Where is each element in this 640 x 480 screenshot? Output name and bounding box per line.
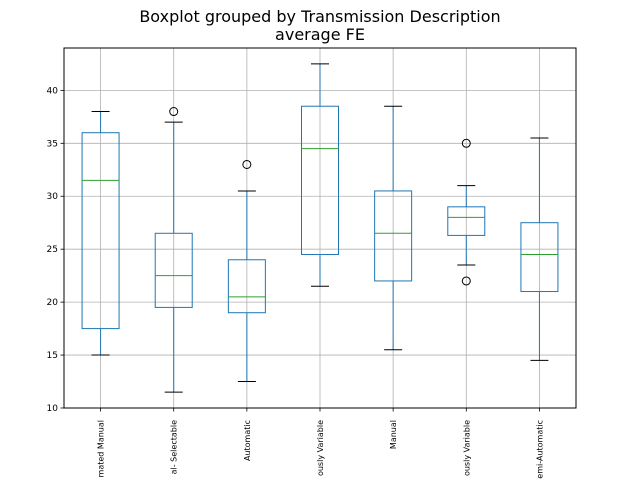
box-body bbox=[301, 105, 339, 255]
x-axis: mated Manual al- Selectable Automatic ously… bbox=[97, 408, 544, 479]
box-body bbox=[447, 206, 486, 236]
chart-title: Boxplot grouped by Transmission Descript… bbox=[139, 7, 500, 26]
box-5 bbox=[374, 105, 413, 351]
box-7 bbox=[520, 137, 559, 361]
x-tick-label: al- Selectable bbox=[170, 420, 179, 474]
box-body bbox=[520, 222, 559, 293]
chart-subtitle: average FE bbox=[275, 25, 365, 44]
y-tick-label: 25 bbox=[47, 245, 58, 255]
y-tick-label: 35 bbox=[47, 139, 58, 149]
y-tick-label: 10 bbox=[47, 404, 59, 414]
x-tick-label: ously Variable bbox=[462, 420, 471, 476]
outlier-point bbox=[242, 159, 252, 169]
x-tick-label: Manual bbox=[389, 420, 398, 449]
box-2 bbox=[154, 107, 193, 393]
x-tick-label: emi-Automatic bbox=[535, 420, 544, 479]
x-tick-label: ously Variable bbox=[316, 420, 325, 476]
y-tick-label: 15 bbox=[47, 351, 58, 361]
outlier-point bbox=[461, 276, 471, 286]
plot-frame bbox=[63, 47, 577, 409]
box-1 bbox=[81, 111, 120, 356]
y-tick-label: 40 bbox=[47, 86, 59, 96]
box-6 bbox=[447, 138, 486, 286]
y-tick-label: 20 bbox=[47, 298, 59, 308]
box-body bbox=[154, 232, 193, 308]
x-tick-label: mated Manual bbox=[97, 420, 106, 477]
box-body bbox=[227, 259, 266, 314]
y-axis: 10 15 20 25 30 35 40 bbox=[47, 86, 64, 414]
outlier-point bbox=[461, 138, 471, 148]
outlier-point bbox=[169, 107, 179, 117]
box-body bbox=[374, 190, 413, 282]
box-3 bbox=[227, 159, 266, 383]
y-tick-label: 30 bbox=[47, 192, 59, 202]
boxes-group bbox=[81, 63, 559, 393]
box-4 bbox=[301, 63, 339, 287]
box-body bbox=[81, 132, 120, 330]
x-tick-label: Automatic bbox=[243, 420, 252, 461]
